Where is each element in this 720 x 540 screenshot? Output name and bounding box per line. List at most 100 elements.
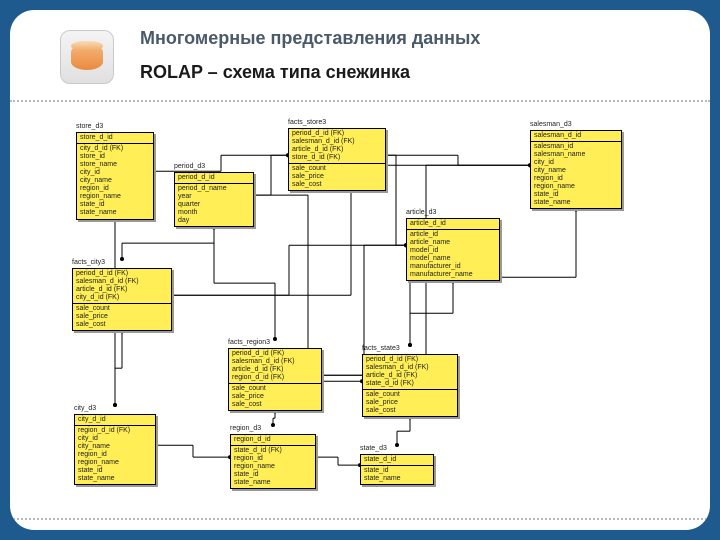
table-col: city_id [80,169,150,177]
table-col: state_id [80,201,150,209]
page-title: Многомерные представления данных [140,28,480,49]
table-col: city_id [534,159,618,167]
table-col: sale_price [232,393,318,401]
table-col: city_name [78,443,152,451]
table-col: sale_price [76,313,168,321]
header: Многомерные представления данных ROLAP –… [10,10,710,120]
table-box: period_d_idperiod_d_nameyearquartermonth… [174,172,254,227]
table-col: salesman_name [534,151,618,159]
table-col: region_name [234,463,312,471]
table-col: region_name [78,459,152,467]
table-col: article_d_id [410,220,496,228]
table-col: salesman_id [534,143,618,151]
table-caption: facts_city3 [72,259,172,267]
table-col: sale_count [76,305,168,313]
table-col: store_d_id (FK) [292,154,382,162]
table-col: region_id [234,455,312,463]
table-col: article_d_id (FK) [232,366,318,374]
table-state_d3: state_d3state_d_idstate_idstate_name [360,445,434,485]
table-caption: facts_store3 [288,119,386,127]
table-col: region_id [78,451,152,459]
table-col: region_d_id (FK) [232,374,318,382]
table-box: city_d_id region_d_id (FK)city_idcity_nam… [74,414,156,485]
table-col: region_d_id [234,436,312,444]
table-col: state_id [234,471,312,479]
table-caption: store_d3 [76,123,154,131]
table-caption: region_d3 [230,425,316,433]
table-col: store_d_id [80,134,150,142]
table-col: region_id [534,175,618,183]
table-facts_region3: facts_region3period_d_id (FK)salesman_d_… [228,339,322,411]
table-col: state_id [364,467,430,475]
table-box: article_d_idarticle_idarticle_namemodel_… [406,218,500,281]
table-box: period_d_id (FK)salesman_d_id (FK)articl… [228,348,322,411]
table-region_d3: region_d3region_d_idstate_d_id (FK)regio… [230,425,316,489]
table-col: salesman_d_id (FK) [232,358,318,366]
table-caption: facts_state3 [362,345,458,353]
table-col: month [178,209,250,217]
table-col: store_id [80,153,150,161]
table-col: period_d_name [178,185,250,193]
table-col: salesman_d_id [534,132,618,140]
table-col: city_id [78,435,152,443]
table-col: year [178,193,250,201]
table-col: sale_cost [76,321,168,329]
table-col: period_d_id (FK) [366,356,454,364]
table-col: article_d_id (FK) [292,146,382,154]
table-col: article_d_id (FK) [366,372,454,380]
table-col: store_name [80,161,150,169]
table-col: sale_price [366,399,454,407]
table-col: sale_price [292,173,382,181]
table-col: region_d_id (FK) [78,427,152,435]
table-box: region_d_id state_d_id (FK)region_idregio… [230,434,316,489]
table-col: sale_cost [232,401,318,409]
table-col: sale_cost [366,407,454,415]
table-col: article_id [410,231,496,239]
table-col: period_d_id (FK) [232,350,318,358]
table-col: period_d_id (FK) [292,130,382,138]
table-col: city_d_id [78,416,152,424]
table-col: state_name [234,479,312,487]
table-city_d3: city_d3city_d_idregion_d_id (FK)city_idc… [74,405,156,485]
table-col: manufacturer_name [410,271,496,279]
database-icon [60,30,114,84]
table-col: region_name [80,193,150,201]
diagram-canvas: store_d3store_d_idcity_d_id (FK)store_id… [10,105,710,514]
table-col: day [178,217,250,225]
outer-frame: Многомерные представления данных ROLAP –… [0,0,720,540]
table-col: city_d_id (FK) [80,145,150,153]
table-period_d3: period_d3period_d_idperiod_d_nameyearqua… [174,163,254,227]
table-col: region_id [80,185,150,193]
table-col: salesman_d_id (FK) [366,364,454,372]
page-subtitle: ROLAP – схема типа снежинка [140,62,410,83]
table-col: region_name [534,183,618,191]
table-box: period_d_id (FK)salesman_d_id (FK)articl… [72,268,172,331]
table-col: article_name [410,239,496,247]
table-col: model_id [410,247,496,255]
table-store_d3: store_d3 store_d_id city_d_id (FK)store_id… [76,123,154,220]
table-col: city_name [80,177,150,185]
table-col: manufacturer_id [410,263,496,271]
table-col: state_id [78,467,152,475]
table-col: period_d_id (FK) [76,270,168,278]
table-facts_city3: facts_city3period_d_id (FK)salesman_d_id… [72,259,172,331]
table-col: sale_count [366,391,454,399]
table-col: state_d_id [364,456,430,464]
table-salesman_d3: salesman_d3 salesman_d_id salesman_idsales… [530,121,622,209]
table-col: state_id [534,191,618,199]
divider [10,100,710,102]
table-col: state_d_id (FK) [234,447,312,455]
table-col: sale_cost [292,181,382,189]
divider-bottom [10,518,710,520]
table-col: model_name [410,255,496,263]
table-col: salesman_d_id (FK) [76,278,168,286]
table-box: period_d_id (FK)salesman_d_id (FK)articl… [288,128,386,191]
table-caption: article_d3 [406,209,500,217]
table-col: city_d_id (FK) [76,294,168,302]
table-col: salesman_d_id (FK) [292,138,382,146]
table-col: state_name [534,199,618,207]
table-col: article_d_id (FK) [76,286,168,294]
table-col: sale_count [292,165,382,173]
table-col: state_name [80,209,150,217]
table-caption: salesman_d3 [530,121,622,129]
